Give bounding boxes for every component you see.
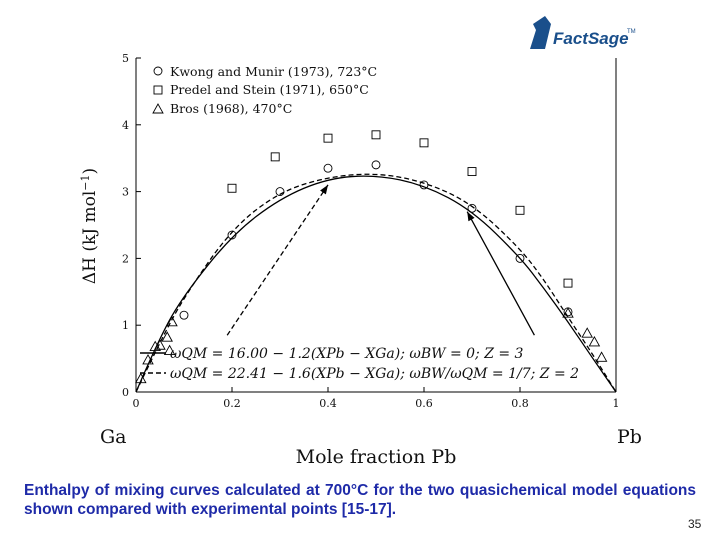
y-axis-label: ΔH (kJ mol−1)	[79, 168, 101, 284]
curve-dashed	[135, 173, 617, 393]
model-curves	[135, 173, 617, 393]
point-square	[563, 278, 573, 288]
point-triangle	[142, 354, 154, 365]
annotation-arrows	[226, 184, 535, 336]
y-tick-label: 3	[122, 186, 129, 199]
y-tick-label: 1	[122, 319, 129, 332]
y-axis-label-sup: −1	[79, 174, 92, 190]
point-triangle	[562, 307, 574, 318]
figure-caption: Enthalpy of mixing curves calculated at …	[24, 482, 696, 518]
point-triangle	[161, 331, 173, 342]
point-square	[467, 167, 477, 177]
x-tick-label: 0	[133, 397, 140, 410]
factsage-logo: FactSage TM	[530, 16, 636, 49]
logo-swoosh-icon	[530, 16, 551, 49]
point-square	[419, 138, 429, 148]
x-tick-label: 0.6	[415, 397, 433, 410]
point-square	[227, 183, 237, 193]
point-square	[323, 133, 333, 143]
point-circle	[371, 160, 381, 170]
legend-marker-triangle	[152, 103, 164, 114]
legend-label: Bros (1968), 470°C	[170, 101, 292, 116]
point-triangle	[154, 339, 166, 350]
x-axis-label: Mole fraction Pb	[296, 446, 457, 468]
legend-marker-square	[153, 85, 163, 95]
y-tick-label: 4	[122, 119, 129, 132]
equation-annotations: ωQM = 16.00 − 1.2(XPb − XGa); ωBW = 0; Z…	[140, 346, 579, 382]
point-square	[270, 152, 280, 162]
y-tick-label: 2	[122, 252, 129, 265]
y-tick-label: 5	[122, 52, 129, 65]
logo-text: FactSage	[553, 29, 629, 48]
enthalpy-chart: FactSage TM 0 0.2 0.4 0.6 0.8 1 0 1 2 3 4 5 Kwong a…	[79, 16, 642, 468]
x-tick-label: 0.2	[223, 397, 241, 410]
point-circle	[467, 203, 477, 213]
page-number: 35	[688, 517, 702, 531]
arrowhead-icon	[320, 184, 328, 195]
point-circle	[275, 187, 285, 197]
point-circle	[515, 253, 525, 263]
equation-dashed: ωQM = 22.41 − 1.6(XPb − XGa); ωBW/ωQM = …	[170, 366, 579, 382]
legend: Kwong and Munir (1973), 723°C Predel and…	[152, 64, 377, 116]
point-triangle	[588, 335, 601, 347]
point-triangle	[581, 327, 593, 338]
legend-marker-circle	[153, 66, 163, 76]
experimental-points	[135, 130, 608, 384]
x-tick-label: 0.4	[319, 397, 337, 410]
legend-label: Predel and Stein (1971), 650°C	[170, 82, 369, 97]
y-axis-label-base: ΔH (kJ mol	[80, 191, 100, 284]
legend-label: Kwong and Munir (1973), 723°C	[170, 64, 377, 79]
curve-solid	[135, 175, 617, 393]
arrowhead-icon	[467, 211, 475, 222]
point-circle	[227, 230, 237, 240]
arrow-dashed	[226, 184, 329, 336]
point-circle	[419, 180, 429, 190]
point-triangle	[163, 344, 176, 356]
x-end-label-ga: Ga	[100, 426, 127, 448]
point-circle	[179, 310, 189, 320]
point-triangle	[149, 340, 161, 352]
y-axis-label-end: )	[80, 168, 100, 175]
x-tick-label: 0.8	[511, 397, 529, 410]
x-end-label-pb: Pb	[617, 426, 642, 448]
point-circle	[323, 163, 333, 173]
point-square	[371, 130, 381, 140]
equation-solid: ωQM = 16.00 − 1.2(XPb − XGa); ωBW = 0; Z…	[170, 346, 524, 362]
point-triangle	[135, 372, 147, 384]
y-tick-label: 0	[122, 386, 129, 399]
x-tick-label: 1	[613, 397, 620, 410]
arrow-solid	[466, 211, 535, 336]
point-triangle	[595, 351, 608, 362]
point-triangle	[166, 315, 178, 327]
axis-ticks: 0 0.2 0.4 0.6 0.8 1 0 1 2 3 4 5	[122, 52, 620, 410]
logo-trademark: TM	[627, 29, 636, 35]
point-square	[515, 205, 525, 215]
